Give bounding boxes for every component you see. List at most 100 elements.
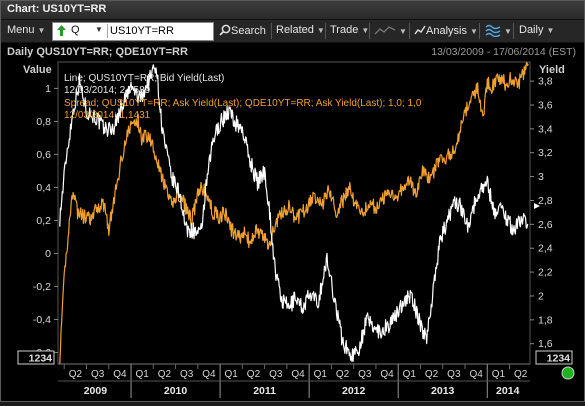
left-box-label: 1234 bbox=[29, 353, 53, 365]
right-tick-label: 2,2 bbox=[538, 267, 553, 279]
quarter-label: Q3 bbox=[91, 369, 105, 380]
left-tick-label: 0 bbox=[45, 248, 51, 260]
menu-button[interactable]: Menu ▼ bbox=[7, 24, 45, 36]
ticker-input[interactable] bbox=[110, 23, 208, 38]
right-tick-label: 1,6 bbox=[538, 338, 553, 350]
spread-series-line[interactable] bbox=[59, 62, 529, 365]
current-value-marker-icon bbox=[534, 203, 540, 209]
legend-line1-value: 12/03/2014; 2,7589 bbox=[64, 85, 151, 96]
analysis-label: Analysis bbox=[426, 25, 467, 37]
left-tick-label: -0,2 bbox=[33, 281, 51, 293]
right-tick-label: 1,8 bbox=[538, 314, 553, 326]
chevron-down-icon: ▼ bbox=[316, 26, 325, 35]
legend-line2-name: Spread; QUS10YT=RR; Ask Yield(Last); QDE… bbox=[64, 98, 422, 109]
left-box[interactable]: 1234 bbox=[17, 350, 55, 365]
quarter-label: Q1 bbox=[492, 369, 506, 380]
left-tick-label: 1 bbox=[45, 83, 51, 95]
interval-label: Daily bbox=[519, 24, 544, 36]
legend-line1-name: Line; QUS10YT=RR; Bid Yield(Last) bbox=[64, 73, 224, 84]
line-style-button[interactable]: ▼ bbox=[374, 24, 407, 37]
window-title: Chart: US10YT=RR bbox=[7, 3, 107, 15]
left-axis-title: Value bbox=[23, 64, 52, 76]
quarter-label: Q2 bbox=[158, 369, 172, 380]
right-axis: 1,6 1,8 2 2,2 2,4 2,6 2,8 3 3,2 3,4 3,6 3,8 bbox=[530, 76, 553, 350]
right-tick-label: 2,6 bbox=[538, 219, 553, 231]
related-label: Related bbox=[276, 24, 314, 36]
quarter-label: Q3 bbox=[269, 369, 283, 380]
right-tick-label: 3,6 bbox=[538, 99, 553, 111]
interval-button[interactable]: Daily ▼ bbox=[519, 24, 554, 36]
left-tick-label: 0,2 bbox=[36, 215, 51, 227]
chart-area[interactable]: Daily QUS10YT=RR; QDE10YT=RR 13/03/2009 … bbox=[1, 43, 584, 401]
right-box-label: 1234 bbox=[547, 353, 571, 365]
search-label: Search bbox=[231, 25, 266, 37]
chevron-down-icon[interactable]: ▼ bbox=[95, 25, 103, 34]
line-chart-icon bbox=[374, 26, 396, 35]
chevron-down-icon: ▼ bbox=[361, 26, 370, 35]
chevron-down-icon: ▼ bbox=[37, 26, 46, 35]
divider bbox=[479, 23, 480, 39]
quarter-label: Q4 bbox=[202, 369, 216, 380]
quarter-label: Q2 bbox=[69, 369, 83, 380]
spread-button[interactable]: ▼ bbox=[485, 24, 512, 38]
right-tick-label: 2,8 bbox=[538, 195, 553, 207]
date-range: 13/03/2009 - 17/06/2014 (EST) bbox=[431, 46, 576, 58]
quarter-label: Q3 bbox=[180, 369, 194, 380]
quarter-label: Q4 bbox=[113, 369, 127, 380]
quarter-label: Q1 bbox=[314, 369, 328, 380]
ticker-type[interactable]: Q bbox=[71, 24, 80, 36]
status-indicator-icon bbox=[561, 366, 575, 380]
chevron-down-icon: ▼ bbox=[546, 26, 555, 35]
quarter-label: Q4 bbox=[291, 369, 305, 380]
year-label: 2014 bbox=[496, 385, 520, 397]
year-label: 2009 bbox=[84, 385, 108, 397]
quarter-label: Q3 bbox=[358, 369, 372, 380]
trade-label: Trade bbox=[330, 24, 359, 36]
right-tick-label: 3,8 bbox=[538, 76, 553, 88]
quarter-label: Q2 bbox=[425, 369, 439, 380]
legend: Line; QUS10YT=RR; Bid Yield(Last) 12/03/… bbox=[64, 73, 422, 121]
related-button[interactable]: Related ▼ bbox=[276, 24, 325, 36]
right-axis-title: Yield bbox=[539, 64, 565, 76]
right-tick-label: 2,4 bbox=[538, 243, 553, 255]
year-label: 2012 bbox=[342, 385, 366, 397]
ticker-box: Q ▼ bbox=[52, 22, 214, 41]
trade-button[interactable]: Trade ▼ bbox=[330, 24, 369, 36]
legend-line2-value: 12/03/2014; 1,1431 bbox=[64, 110, 151, 121]
divider bbox=[271, 23, 272, 39]
divider bbox=[107, 24, 108, 38]
quarter-label: Q2 bbox=[514, 369, 528, 380]
spread-wave-icon bbox=[485, 24, 501, 38]
right-tick-label: 3,2 bbox=[538, 147, 553, 159]
search-button[interactable]: Search bbox=[219, 24, 266, 37]
left-tick-label: -0,4 bbox=[33, 314, 51, 326]
right-tick-label: 2 bbox=[538, 290, 544, 302]
quarter-label: Q4 bbox=[380, 369, 394, 380]
chevron-down-icon: ▼ bbox=[469, 27, 478, 36]
divider bbox=[369, 23, 370, 39]
chart-canvas[interactable]: Daily QUS10YT=RR; QDE10YT=RR 13/03/2009 … bbox=[1, 43, 584, 401]
year-label: 2013 bbox=[431, 385, 455, 397]
toolbar: Menu▼ Q ▼ Search Related▼ Trade▼ ▼ bbox=[1, 20, 584, 43]
analysis-button[interactable]: Analysis ▼ bbox=[414, 24, 478, 37]
chevron-down-icon: ▼ bbox=[399, 27, 407, 36]
menu-label: Menu bbox=[7, 24, 35, 36]
quarter-label: Q1 bbox=[135, 369, 149, 380]
title-bar: Chart: US10YT=RR bbox=[1, 1, 584, 20]
search-icon bbox=[219, 24, 231, 36]
us-yield-series-line[interactable] bbox=[59, 64, 529, 362]
x-axis: Q2 Q3 Q4 Q1 Q2 Q3 Q4 Q1 Q2 Q3 Q4 Q1 Q2 Q3 Q4 Q1 Q2 Q3 Q4 Q1… bbox=[58, 363, 530, 398]
analysis-icon bbox=[414, 25, 426, 35]
divider bbox=[513, 23, 514, 39]
year-label: 2010 bbox=[164, 385, 188, 397]
left-tick-label: 0,6 bbox=[36, 149, 51, 161]
quarter-label: Q2 bbox=[247, 369, 261, 380]
right-tick-label: 3,4 bbox=[538, 123, 553, 135]
left-tick-label: 0,4 bbox=[36, 182, 51, 194]
left-axis: -0,6-0,4-0,200,20,40,60,81 bbox=[33, 83, 58, 359]
quarter-label: Q1 bbox=[403, 369, 417, 380]
right-box[interactable]: 1234 bbox=[535, 350, 573, 365]
quarter-label: Q3 bbox=[447, 369, 461, 380]
quarter-label: Q4 bbox=[469, 369, 483, 380]
